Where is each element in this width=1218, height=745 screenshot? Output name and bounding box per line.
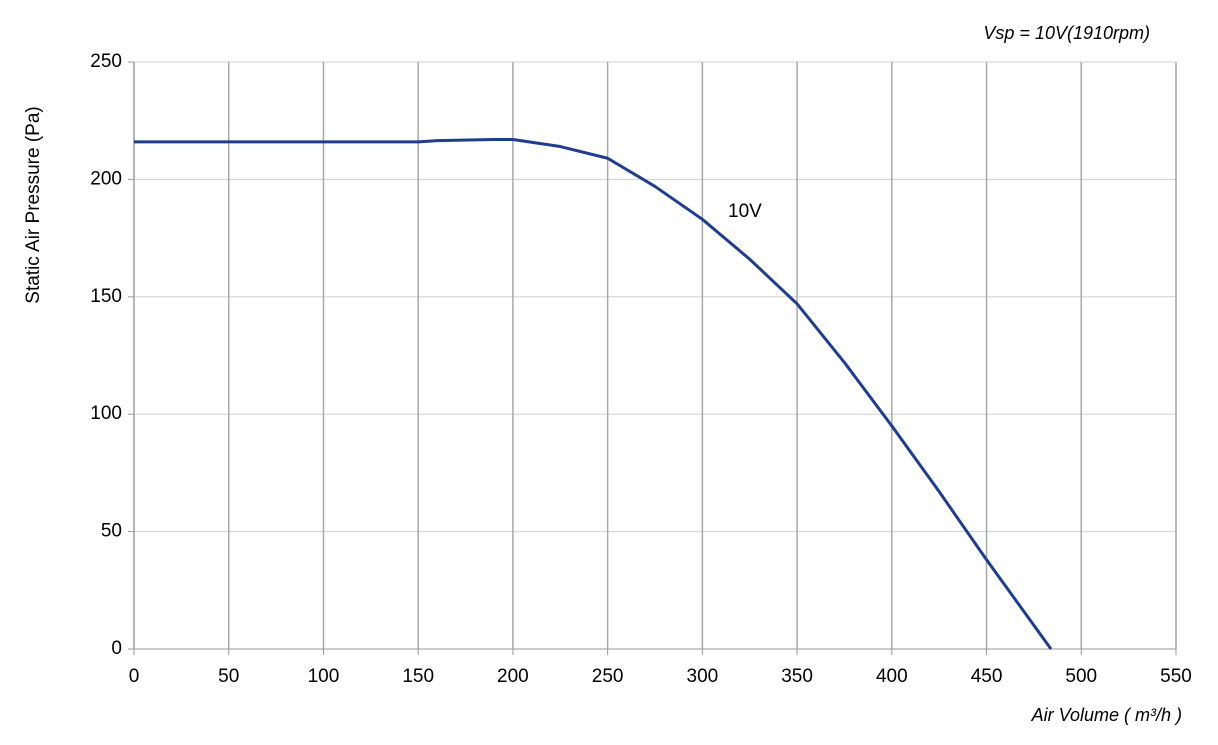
x-tick-label: 450: [971, 666, 1003, 687]
x-tick-label: 150: [402, 666, 434, 687]
x-tick-label: 100: [308, 666, 340, 687]
x-tick-label: 200: [497, 666, 529, 687]
x-axis-label: Air Volume ( m³/h ): [1031, 705, 1182, 725]
y-tick-label: 0: [111, 638, 122, 659]
x-tick-label: 400: [876, 666, 908, 687]
x-tick-label: 250: [592, 666, 624, 687]
y-tick-label: 250: [90, 51, 122, 72]
x-tick-label: 50: [218, 666, 239, 687]
x-tick-label: 350: [781, 666, 813, 687]
x-tick-label: 500: [1065, 666, 1097, 687]
y-tick-label: 200: [90, 168, 122, 189]
y-tick-label: 150: [90, 286, 122, 307]
y-axis-label: Static Air Pressure (Pa): [23, 106, 44, 303]
x-tick-label: 550: [1160, 666, 1192, 687]
x-tick-label: 300: [687, 666, 719, 687]
y-tick-label: 100: [90, 403, 122, 424]
annotation: 10V: [728, 201, 762, 222]
y-tick-label: 50: [101, 521, 122, 542]
chart-title: Vsp = 10V(1910rpm): [983, 23, 1150, 43]
series-line: [134, 137, 1053, 650]
x-tick-label: 0: [129, 666, 140, 687]
